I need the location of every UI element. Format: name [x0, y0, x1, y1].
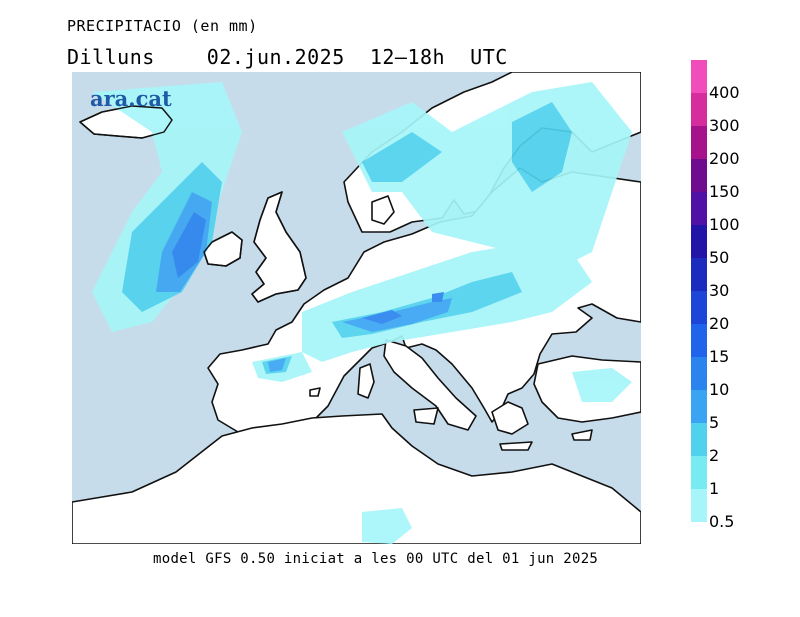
legend-label: 5	[709, 413, 720, 432]
legend-label: 100	[709, 215, 740, 234]
italy	[383, 339, 477, 431]
forecast-day: Dilluns	[67, 45, 155, 69]
legend-swatch	[691, 60, 707, 93]
legend-label: 1	[709, 479, 720, 498]
cyprus	[571, 429, 593, 441]
legend-swatch	[691, 258, 707, 291]
precipitation-map: ara.cat	[72, 72, 641, 544]
legend-label: 300	[709, 116, 740, 135]
legend-swatch	[691, 324, 707, 357]
model-caption: model GFS 0.50 iniciat a les 00 UTC del …	[153, 551, 599, 567]
legend-swatch	[691, 126, 707, 159]
legend-swatch	[691, 291, 707, 324]
legend-swatch	[691, 93, 707, 126]
north-africa	[72, 413, 641, 544]
legend-swatch	[691, 225, 707, 258]
legend-swatch	[691, 489, 707, 522]
balearics	[309, 387, 321, 397]
legend-swatch	[691, 390, 707, 423]
legend-label: 0.5	[709, 512, 735, 531]
map-title-time: Dilluns 02.jun.2025 12–18h UTC	[67, 45, 508, 69]
legend-label: 50	[709, 248, 730, 267]
legend-swatch	[691, 423, 707, 456]
legend-swatch	[691, 456, 707, 489]
legend-label: 15	[709, 347, 730, 366]
legend-label: 200	[709, 149, 740, 168]
aracat-logo: ara.cat	[90, 86, 172, 111]
legend-label: 400	[709, 83, 740, 102]
forecast-datetime: 02.jun.2025 12–18h UTC	[206, 45, 508, 69]
legend-swatch	[691, 159, 707, 192]
precipitation-field	[92, 82, 632, 544]
legend-label: 10	[709, 380, 730, 399]
legend-swatch	[691, 357, 707, 390]
denmark	[371, 195, 395, 225]
legend-label: 20	[709, 314, 730, 333]
sicily	[413, 407, 439, 425]
legend-label: 30	[709, 281, 730, 300]
legend-swatch	[691, 192, 707, 225]
legend-label: 2	[709, 446, 720, 465]
sardinia	[357, 363, 375, 399]
crete	[499, 441, 533, 451]
legend-label: 150	[709, 182, 740, 201]
map-title-variable: PRECIPITACIO (en mm)	[67, 17, 258, 35]
coastlines	[79, 105, 307, 303]
greece	[491, 401, 529, 435]
